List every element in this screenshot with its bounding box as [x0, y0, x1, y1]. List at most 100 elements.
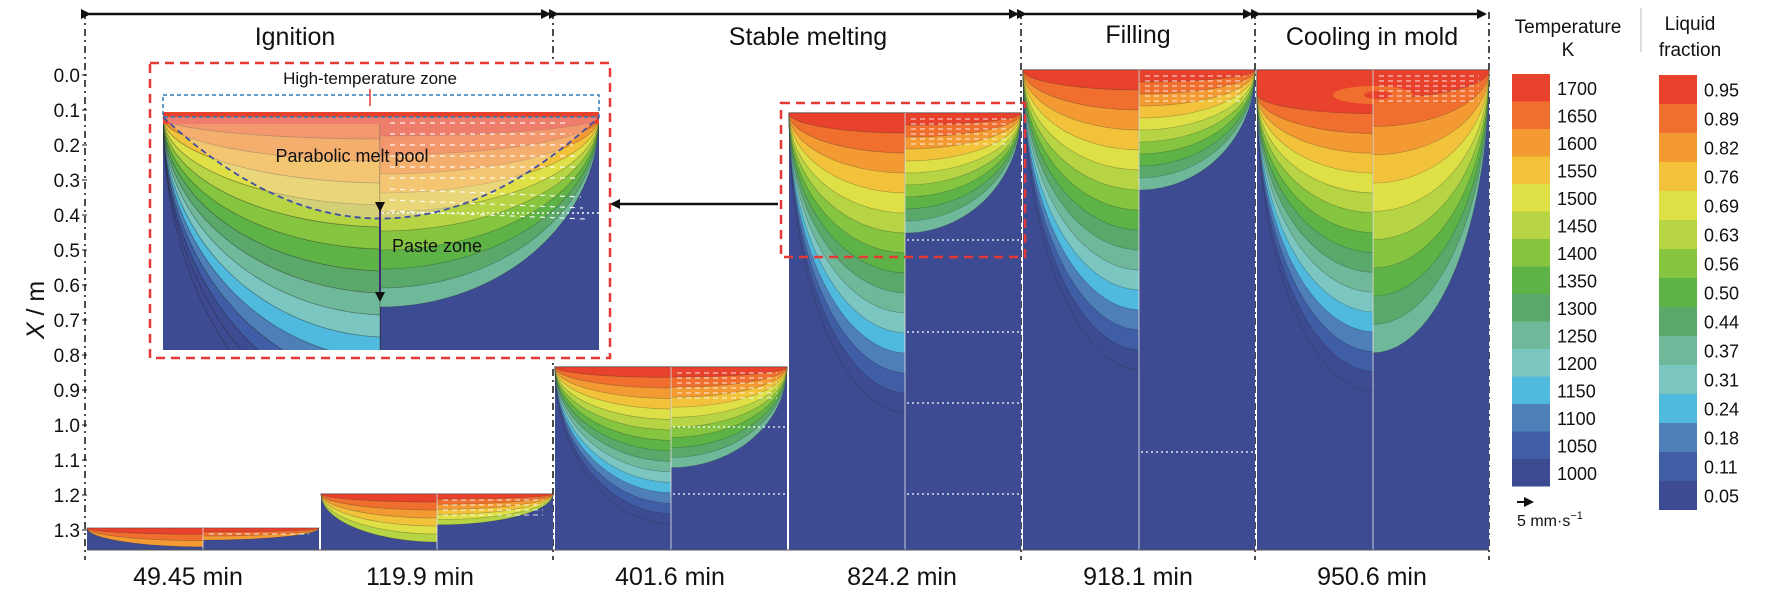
legend-value: 0.95	[1704, 81, 1739, 101]
legend-swatch	[1659, 365, 1697, 394]
temperature-legend-unit: K	[1562, 40, 1575, 61]
legend-value: 1000	[1557, 464, 1597, 484]
vector-scale: 5 mm·s−1	[1517, 497, 1583, 530]
y-tick-label: 0.5	[54, 241, 80, 262]
legend-value: 0.44	[1704, 313, 1739, 333]
stage-arrow-stable-melting: Stable melting	[549, 9, 1019, 51]
y-tick-label: 0.6	[54, 276, 80, 297]
y-tick-label: 0.7	[54, 311, 80, 332]
simulation-panel-5	[1022, 69, 1256, 550]
legend-swatch	[1659, 481, 1697, 510]
legend-value: 1150	[1557, 381, 1596, 401]
legend-value: 1250	[1557, 326, 1597, 346]
legend-swatch	[1512, 266, 1550, 294]
y-tick-label: 1.3	[54, 521, 80, 542]
legend-value: 1450	[1557, 216, 1597, 236]
simulation-panels	[86, 69, 1490, 551]
simulation-panel-2	[320, 493, 554, 550]
legend-value: 0.11	[1704, 458, 1738, 478]
legend-value: 1350	[1557, 271, 1597, 291]
legend-swatch	[1512, 239, 1550, 267]
legend-swatch	[1512, 459, 1550, 487]
legend-swatch	[1659, 191, 1697, 220]
melt-pool-label: Parabolic melt pool	[275, 146, 428, 166]
legend-value: 1300	[1557, 299, 1597, 319]
time-label-4: 824.2 min	[847, 563, 957, 591]
time-label-1: 49.45 min	[133, 563, 243, 591]
paste-zone-label: Paste zone	[392, 236, 482, 256]
stage-label-filling: Filling	[1105, 21, 1170, 49]
legend-value: 0.76	[1704, 168, 1739, 188]
legend-value: 0.63	[1704, 226, 1739, 246]
fraction-legend-subtitle: fraction	[1659, 40, 1721, 61]
legend-swatch	[1659, 394, 1697, 423]
y-tick-label: 0.9	[54, 381, 80, 402]
stage-headers: Ignition Stable melting Filling Cooling …	[81, 9, 1490, 560]
stage-arrow-ignition: Ignition	[81, 9, 551, 51]
y-tick-label: 1.1	[54, 451, 80, 472]
legend-value: 1100	[1557, 409, 1596, 429]
legend-value: 1050	[1557, 436, 1597, 456]
melt-pool-inset: High-temperature zone Parabolic melt poo…	[148, 61, 612, 360]
high-temperature-zone-label: High-temperature zone	[283, 69, 457, 88]
y-axis-label: X / m	[22, 281, 50, 340]
y-tick-label: 1.2	[54, 486, 80, 507]
y-tick-label: 0.1	[54, 101, 80, 122]
legend-swatch	[1659, 307, 1697, 336]
simulation-panel-4	[788, 112, 1022, 550]
legend-value: 1700	[1557, 79, 1597, 99]
legend-swatch	[1659, 104, 1697, 133]
legend-value: 0.89	[1704, 110, 1739, 130]
legend-swatch	[1512, 431, 1550, 459]
y-tick-label: 0.3	[54, 171, 80, 192]
legend-value: 1650	[1557, 106, 1597, 126]
legend-value: 0.05	[1704, 487, 1739, 507]
stage-arrow-cooling: Cooling in mold	[1251, 9, 1487, 51]
legend-swatch	[1512, 404, 1550, 432]
legend-value: 0.69	[1704, 197, 1739, 217]
time-label-2: 119.9 min	[366, 563, 474, 591]
y-axis: X / m 0.0 0.1 0.2 0.3 0.4 0.5 0.6 0.7 0.8 0.9 1.0 1…	[22, 66, 87, 542]
legend-value: 0.82	[1704, 139, 1739, 159]
simulation-panel-3	[554, 366, 788, 550]
legend-value: 1200	[1557, 354, 1597, 374]
legend-swatch	[1659, 249, 1697, 278]
legend-value: 1400	[1557, 244, 1597, 264]
legend-swatch	[1512, 184, 1550, 212]
legend-swatch	[1659, 220, 1697, 249]
legend-value: 1500	[1557, 189, 1597, 209]
stage-arrow-filling: Filling	[1017, 9, 1253, 49]
legend-swatch	[1512, 211, 1550, 239]
legend-swatch	[1659, 452, 1697, 481]
stage-label-stable-melting: Stable melting	[729, 23, 887, 51]
time-label-6: 950.6 min	[1317, 563, 1427, 591]
legend-swatch	[1512, 101, 1550, 129]
legend-swatch	[1512, 74, 1550, 102]
legend-value: 0.50	[1704, 284, 1739, 304]
y-tick-label: 0.8	[54, 346, 80, 367]
high-temperature-zone-box	[162, 94, 600, 118]
legend-swatch	[1512, 156, 1550, 184]
vector-scale-label: 5 mm·s−1	[1517, 510, 1583, 530]
legend-value: 0.31	[1704, 371, 1739, 391]
legend-swatch	[1512, 294, 1550, 322]
legend-value: 0.37	[1704, 342, 1739, 362]
temperature-legend-title: Temperature	[1515, 17, 1622, 38]
time-label-3: 401.6 min	[615, 563, 725, 591]
simulation-panel-6	[1256, 69, 1490, 550]
legend-swatch	[1512, 376, 1550, 404]
legend-swatch	[1659, 336, 1697, 365]
temperature-legend: Temperature K 1700 1650 1600 1550 1500 1450 14…	[1512, 17, 1621, 530]
legend-value: 0.24	[1704, 400, 1739, 420]
stage-label-ignition: Ignition	[255, 23, 336, 51]
time-labels: 49.45 min 119.9 min 401.6 min 824.2 min …	[133, 563, 1427, 591]
legend-value: 1600	[1557, 134, 1597, 154]
legend-value: 0.56	[1704, 255, 1739, 275]
legend-swatch	[1512, 321, 1550, 349]
legend-swatch	[1512, 129, 1550, 157]
legend-swatch	[1659, 75, 1697, 104]
legend-swatch	[1512, 349, 1550, 377]
simulation-panel-1	[86, 527, 320, 550]
legend-swatch	[1659, 133, 1697, 162]
